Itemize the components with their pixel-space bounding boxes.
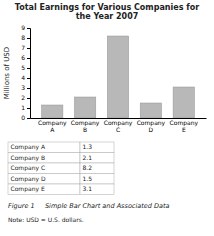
tick: 3 — [21, 84, 30, 91]
title: Total Earnings for Various Companies for… — [15, 3, 199, 21]
table-cell — [80, 153, 114, 164]
table-text: Company D — [11, 175, 46, 183]
table-text: 3.1 — [83, 185, 93, 192]
tick: CompanyE — [170, 119, 199, 133]
table-text: 1.5 — [83, 175, 93, 182]
table-cell — [8, 174, 80, 185]
tick-mark — [27, 28, 30, 29]
y-axis: 0 1 2 3 4 5 6 7 8 9 — [21, 24, 30, 121]
tick-mark — [27, 48, 30, 49]
tick: 7 — [21, 44, 30, 51]
table-text: Company E — [11, 185, 45, 193]
tick-mark — [27, 78, 30, 79]
bar — [107, 36, 128, 118]
table-cell — [8, 163, 80, 174]
tick-label: CompanyC — [104, 119, 133, 133]
tick-mark — [27, 68, 30, 69]
table: Company A 1.3 Company B 2.1 Company C 8.2 Comp… — [8, 142, 114, 195]
tick-label: 8 — [21, 34, 25, 41]
tick-label: 0 — [21, 114, 25, 121]
tick-label: 5 — [21, 64, 25, 71]
table-cell — [80, 174, 114, 185]
bar — [140, 103, 161, 118]
tick-label: 6 — [21, 54, 25, 61]
bar — [173, 87, 194, 118]
chart: Total Earnings for Various Companies for… — [0, 0, 214, 236]
tick-mark — [27, 98, 30, 99]
table-cell — [8, 184, 80, 195]
caption: Figure 1 Simple Bar Chart and Associated… — [8, 202, 169, 210]
tick: 6 — [21, 54, 30, 61]
tick: 9 — [21, 24, 30, 31]
tick: CompanyC — [104, 119, 133, 133]
table-cell — [80, 163, 114, 174]
tick: 5 — [21, 64, 30, 71]
tick-label: CompanyA — [38, 119, 67, 133]
table-cell — [8, 142, 80, 153]
tick: CompanyD — [137, 119, 166, 133]
tick-label: CompanyE — [170, 119, 199, 133]
tick-label: 3 — [21, 84, 25, 91]
x-axis: CompanyA CompanyB CompanyC CompanyD CompanyE — [31, 119, 207, 133]
table-text: Company A — [11, 143, 46, 151]
tick: 1 — [21, 104, 30, 111]
table-text: 2.1 — [83, 154, 93, 161]
plot-area — [42, 36, 195, 118]
tick-label: CompanyD — [137, 119, 166, 133]
y-axis-label: Millions of USD — [3, 47, 11, 99]
tick: CompanyA — [38, 119, 67, 133]
bar — [74, 97, 95, 118]
tick-label: CompanyB — [71, 119, 100, 133]
tick-label: 9 — [21, 24, 25, 31]
tick-mark — [27, 38, 30, 39]
bar — [42, 105, 63, 118]
tick: 4 — [21, 74, 30, 81]
tick: 2 — [21, 94, 30, 101]
tick-label: 7 — [21, 44, 25, 51]
table-text: 1.3 — [83, 143, 93, 150]
tick-mark — [27, 108, 30, 109]
tick-label: 1 — [21, 104, 25, 111]
table-text: 8.2 — [83, 164, 93, 171]
table-cell — [8, 153, 80, 164]
tick: 0 — [21, 114, 30, 121]
tick-label: 4 — [21, 74, 25, 81]
tick-mark — [27, 88, 30, 89]
axis-line — [27, 29, 31, 119]
table-cell — [80, 142, 114, 153]
table-text: Company B — [11, 154, 46, 162]
table-text: Company C — [11, 164, 46, 172]
note: Note: USD = U.S. dollars. — [8, 216, 84, 223]
tick-mark — [27, 118, 30, 119]
table-cell — [80, 184, 114, 195]
tick: 8 — [21, 34, 30, 41]
tick-mark — [27, 58, 30, 59]
tick-label: 2 — [21, 94, 25, 101]
tick: CompanyB — [71, 119, 100, 133]
